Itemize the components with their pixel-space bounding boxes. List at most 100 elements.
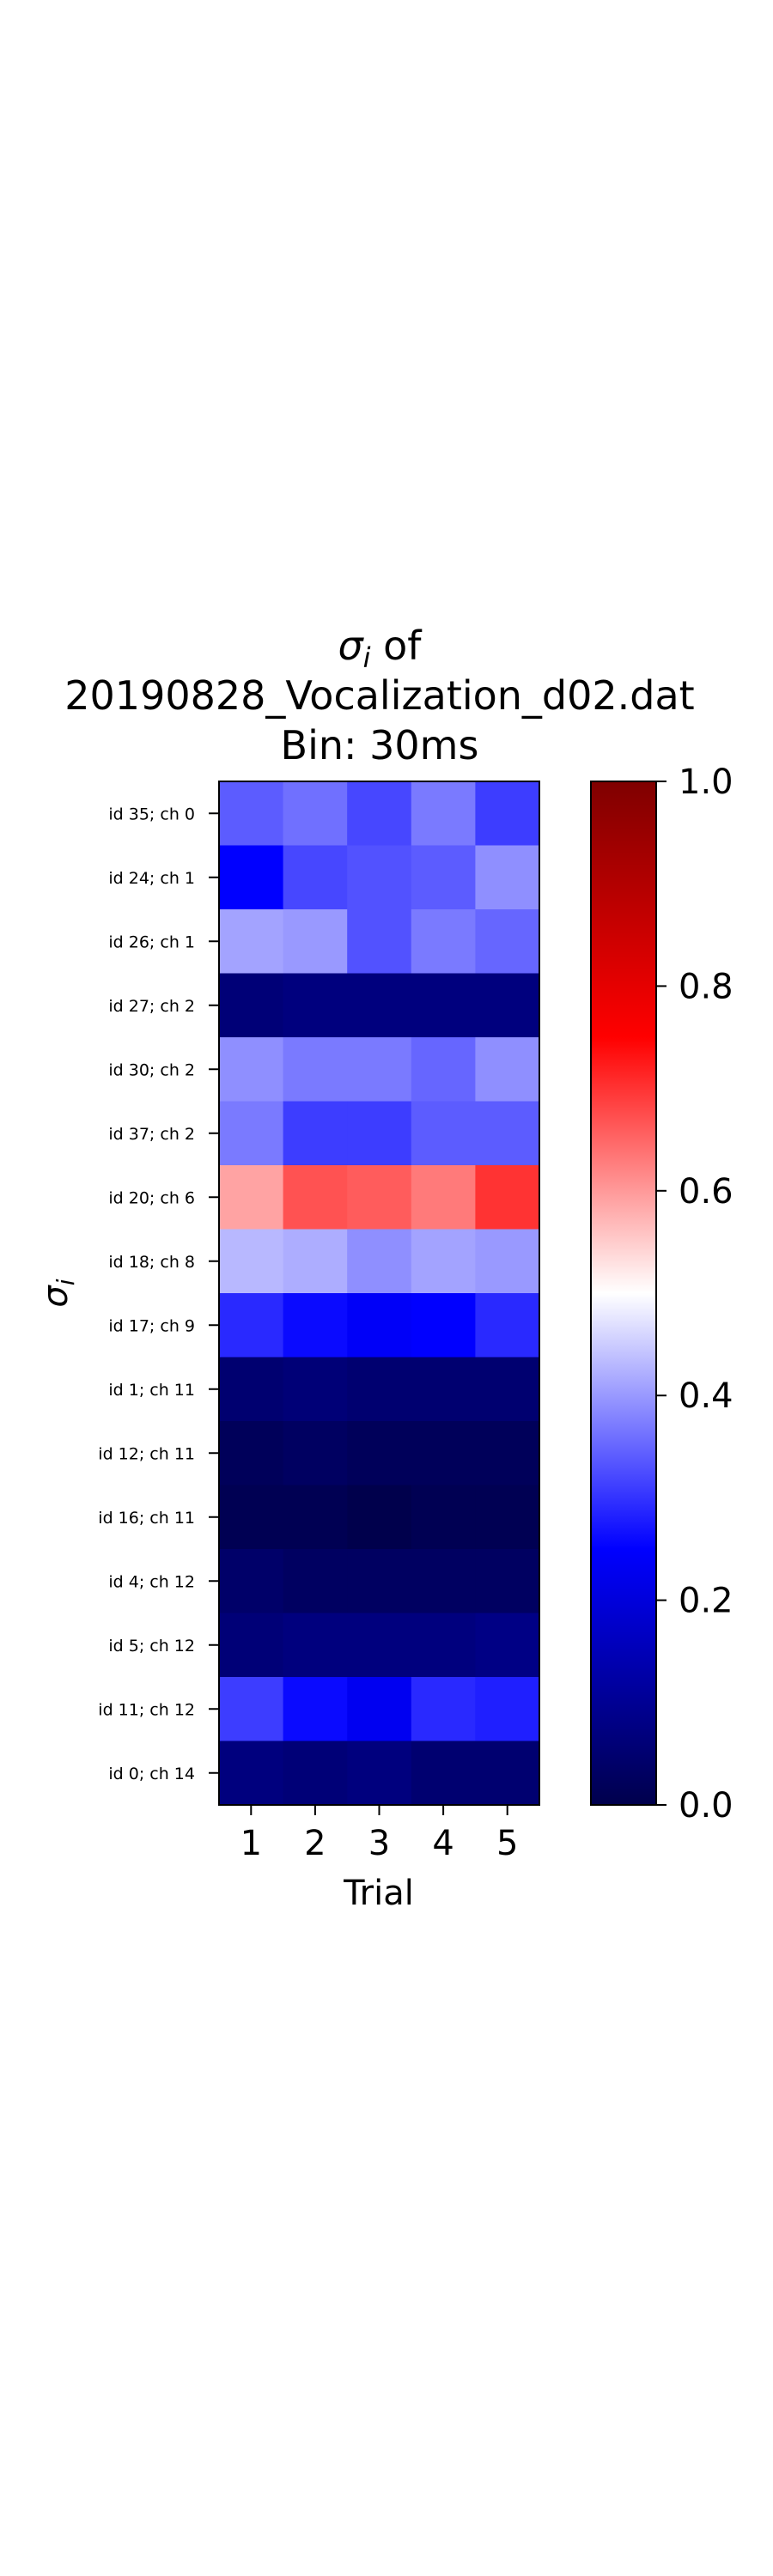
heatmap-cell <box>283 1165 348 1230</box>
heatmap-cell <box>219 1485 284 1550</box>
heatmap-cell <box>411 1741 476 1806</box>
x-tick-label: 3 <box>368 1824 390 1863</box>
heatmap-cell <box>475 1037 540 1103</box>
heatmap-cell <box>475 781 540 847</box>
heatmap-cell <box>219 781 284 847</box>
heatmap-cell <box>475 1485 540 1550</box>
colorbar-tick-label: 0.8 <box>679 967 733 1006</box>
colorbar-tick-label: 0.2 <box>679 1582 733 1621</box>
y-tick-label: id 24; ch 1 <box>108 869 195 888</box>
x-tick-label: 2 <box>304 1824 326 1863</box>
y-tick-label: id 11; ch 12 <box>98 1700 195 1719</box>
heatmap-cell <box>219 973 284 1038</box>
heatmap-cell <box>411 1421 476 1486</box>
heatmap-cell <box>411 1037 476 1103</box>
heatmap-cell <box>411 909 476 975</box>
heatmap-cell <box>347 1741 412 1806</box>
title-subscript: i <box>363 641 371 674</box>
x-tick-label: 4 <box>432 1824 453 1863</box>
heatmap-cell <box>411 1485 476 1550</box>
heatmap-cell <box>347 1677 412 1742</box>
colorbar-tick-label: 0.6 <box>679 1172 733 1212</box>
y-tick-label: id 30; ch 2 <box>108 1060 195 1079</box>
heatmap-cell <box>411 1357 476 1422</box>
heatmap-cell <box>283 1613 348 1678</box>
heatmap-cell <box>219 1293 284 1358</box>
heatmap-cell <box>283 1037 348 1103</box>
heatmap-cell <box>475 1421 540 1486</box>
heatmap-cell <box>347 909 412 975</box>
heatmap-cell <box>475 1677 540 1742</box>
y-tick-label: id 12; ch 11 <box>98 1444 195 1463</box>
heatmap-cell <box>475 1293 540 1358</box>
chart-title: σi of 20190828_Vocalization_d02.dat Bin:… <box>64 623 694 769</box>
heatmap-cell <box>219 1421 284 1486</box>
y-axis: id 35; ch 0 id 24; ch 1 id 26; ch 1 id 27; … <box>98 805 219 1783</box>
heatmap-cell <box>283 1677 348 1742</box>
heatmap-cell <box>411 1229 476 1294</box>
y-tick-label: id 27; ch 2 <box>108 997 195 1016</box>
heatmap-cell <box>219 845 284 910</box>
heatmap-cell <box>347 781 412 847</box>
heatmap-cell <box>475 909 540 975</box>
heatmap-cell <box>347 973 412 1038</box>
heatmap-cell <box>283 1357 348 1422</box>
heatmap-cell <box>475 1549 540 1614</box>
colorbar-tick-label: 0.0 <box>679 1786 733 1826</box>
x-tick-label: 5 <box>496 1824 518 1863</box>
y-tick-label: id 26; ch 1 <box>108 933 195 951</box>
heatmap-cell <box>283 973 348 1038</box>
heatmap-cell <box>219 909 284 975</box>
heatmap-cell <box>219 1357 284 1422</box>
title-line-2: 20190828_Vocalization_d02.dat <box>64 672 694 719</box>
heatmap-cell <box>283 1101 348 1166</box>
heatmap-cell <box>411 973 476 1038</box>
title-sigma: σ <box>338 623 364 669</box>
heatmap-cell <box>283 781 348 847</box>
y-tick-label: id 4; ch 12 <box>108 1572 195 1591</box>
y-tick-label: id 20; ch 6 <box>108 1188 195 1207</box>
heatmap-cell <box>347 1421 412 1486</box>
heatmap-cells <box>219 781 540 1806</box>
heatmap-cell <box>347 1485 412 1550</box>
heatmap-cell <box>283 1741 348 1806</box>
heatmap-cell <box>283 845 348 910</box>
heatmap-cell <box>219 1677 284 1742</box>
heatmap-cell <box>475 1741 540 1806</box>
heatmap-cell <box>283 1229 348 1294</box>
heatmap-cell <box>283 909 348 975</box>
heatmap-cell <box>347 1357 412 1422</box>
x-axis-label: Trial <box>343 1874 414 1913</box>
heatmap-cell <box>411 845 476 910</box>
heatmap-cell <box>411 1613 476 1678</box>
heatmap-cell <box>411 781 476 847</box>
heatmap-cell <box>411 1677 476 1742</box>
colorbar-tick-label: 1.0 <box>679 762 733 802</box>
heatmap-cell <box>347 1549 412 1614</box>
heatmap-cell <box>475 1229 540 1294</box>
y-tick-label: id 37; ch 2 <box>108 1125 195 1144</box>
heatmap-cell <box>283 1549 348 1614</box>
heatmap-cell <box>411 1101 476 1166</box>
heatmap-cell <box>347 1229 412 1294</box>
heatmap-cell <box>283 1421 348 1486</box>
heatmap-cell <box>219 1229 284 1294</box>
heatmap-cell <box>347 1165 412 1230</box>
heatmap-cell <box>283 1293 348 1358</box>
colorbar-axis: 0.0 0.2 0.4 0.6 0.8 1.0 <box>656 762 733 1826</box>
heatmap-cell <box>219 1549 284 1614</box>
x-axis: 1 2 3 4 5 <box>240 1805 518 1863</box>
heatmap-cell <box>475 1165 540 1230</box>
heatmap-cell <box>347 845 412 910</box>
heatmap-cell <box>347 1101 412 1166</box>
y-tick-label: id 5; ch 12 <box>108 1637 195 1656</box>
y-label-sigma: σ <box>36 1285 76 1308</box>
colorbar-tick-label: 0.4 <box>679 1376 733 1416</box>
y-tick-label: id 17; ch 9 <box>108 1316 195 1335</box>
heatmap-cell <box>411 1549 476 1614</box>
heatmap-cell <box>475 973 540 1038</box>
heatmap-cell <box>475 1357 540 1422</box>
heatmap-cell <box>347 1613 412 1678</box>
heatmap-cell <box>219 1037 284 1103</box>
